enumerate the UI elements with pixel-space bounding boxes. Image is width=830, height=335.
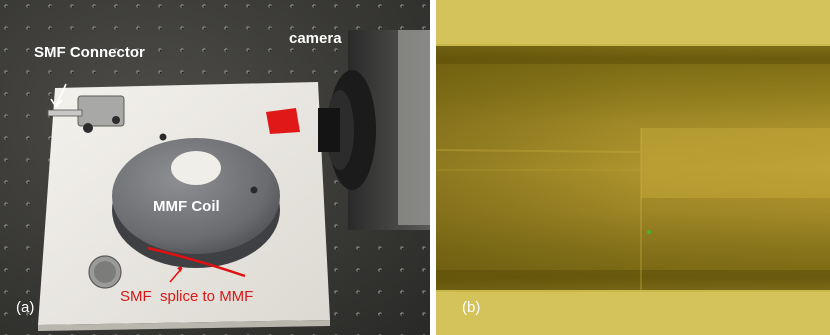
connector-arrow <box>55 83 67 107</box>
bg-top <box>436 0 830 44</box>
panel-a-tag: (a) <box>16 299 35 316</box>
smf-connector-label: SMF Connector <box>34 44 145 61</box>
panel-b-tag: (b) <box>462 299 481 316</box>
bg-bottom <box>436 292 830 335</box>
photo-panel-a: SMF Connector camera MMF Coil SMF splice… <box>0 0 430 335</box>
coil-center-hole <box>171 151 221 185</box>
red-tape <box>266 108 300 134</box>
setup-photo <box>0 0 430 335</box>
mmf-coil-spool <box>112 138 280 254</box>
speck <box>646 229 652 235</box>
splice-fiber-line <box>147 246 246 278</box>
fiber-core <box>641 128 830 198</box>
photo-panel-b: (b) <box>436 0 830 335</box>
camera-label: camera <box>289 30 342 47</box>
fiber-micrograph <box>436 0 830 335</box>
splice-label: SMF splice to MMF <box>120 288 254 305</box>
mmf-coil-label: MMF Coil <box>153 198 220 215</box>
connector-ferrule <box>47 109 83 117</box>
